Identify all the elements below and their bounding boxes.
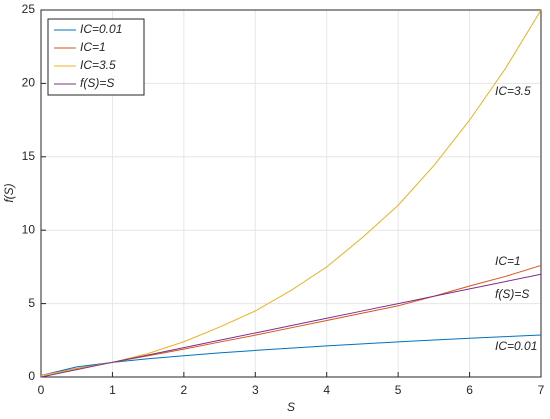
annotation: f(S)=S (495, 287, 529, 301)
x-tick-label: 6 (466, 383, 473, 397)
annotation: IC=0.01 (495, 339, 537, 353)
y-tick-label: 10 (22, 222, 36, 236)
y-tick-label: 0 (28, 369, 35, 383)
x-tick-label: 5 (395, 383, 402, 397)
x-tick-label: 7 (538, 383, 545, 397)
axes-box (40, 9, 542, 378)
annotation: IC=3.5 (495, 84, 531, 98)
x-tick-label: 3 (252, 383, 259, 397)
legend-label: IC=1 (80, 40, 106, 54)
y-axis-label: f(S) (2, 183, 16, 202)
legend-label: IC=3.5 (80, 58, 116, 72)
y-tick-label: 15 (22, 149, 36, 163)
y-tick-label: 20 (22, 76, 36, 90)
y-tick-label: 5 (28, 296, 35, 310)
x-tick-label: 0 (38, 383, 45, 397)
line (40, 273, 542, 378)
legend-label: IC=0.01 (80, 22, 122, 36)
x-tick-label: 4 (323, 383, 330, 397)
annotation: IC=1 (495, 254, 521, 268)
x-tick-label: 1 (109, 383, 116, 397)
legend-box (47, 18, 145, 96)
line (40, 334, 542, 377)
legend-label: f(S)=S (80, 76, 114, 90)
x-tick-label: 2 (181, 383, 188, 397)
x-axis-label: S (287, 400, 295, 414)
y-tick-label: 25 (22, 2, 36, 16)
